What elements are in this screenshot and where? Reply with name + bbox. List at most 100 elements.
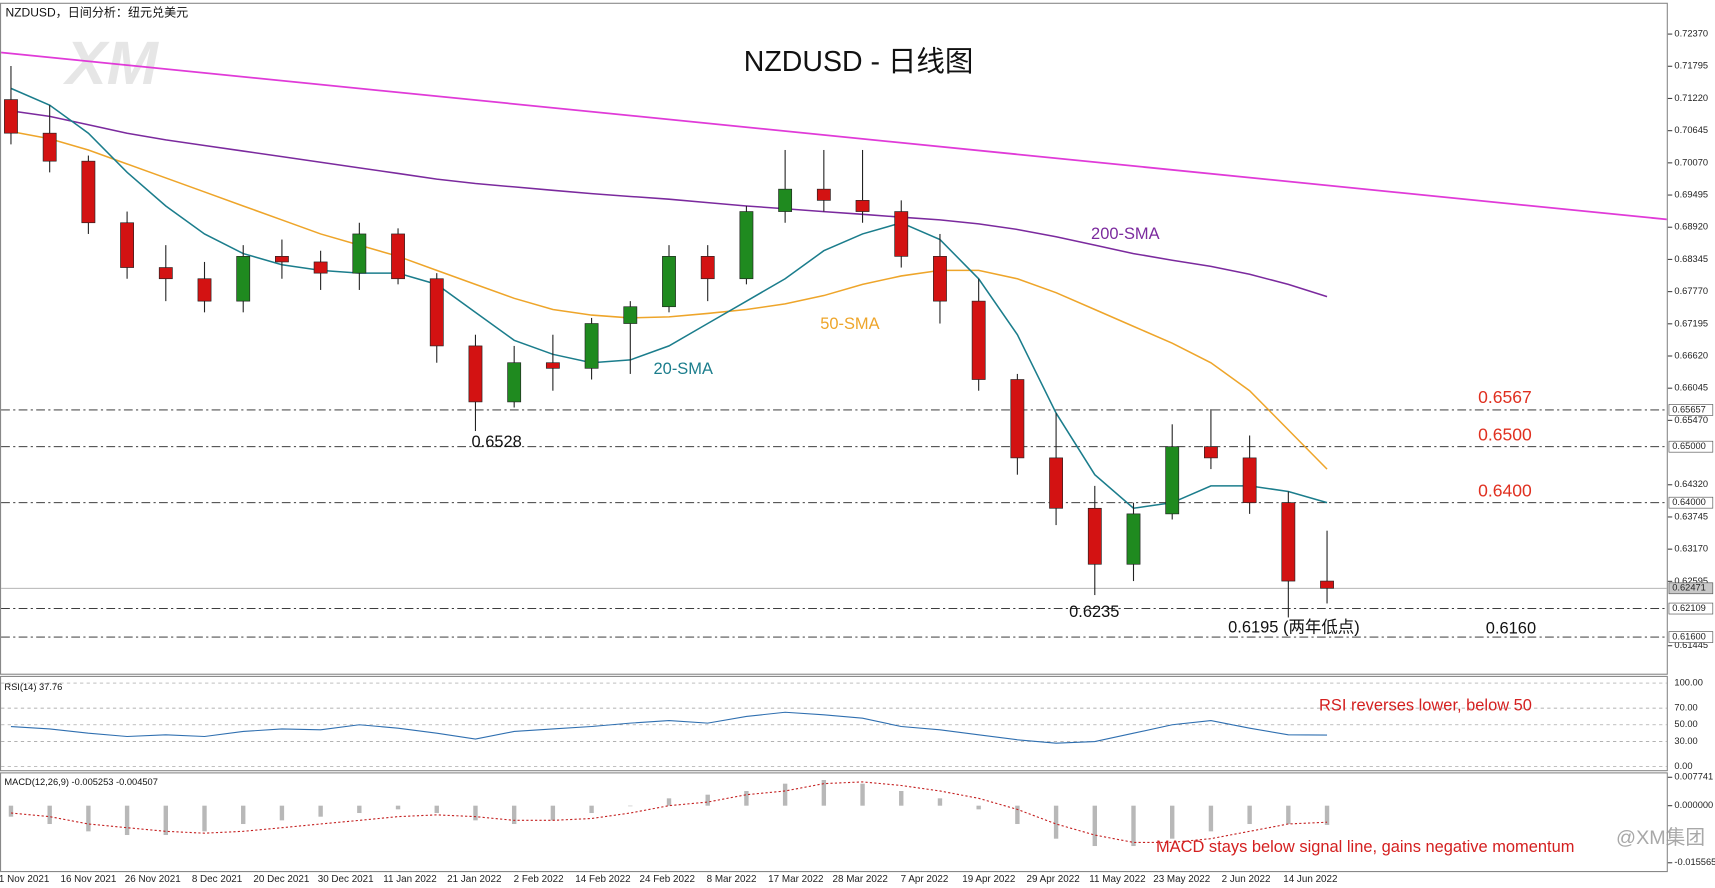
candle-body xyxy=(1126,513,1141,565)
y-tick-label: 0.69495 xyxy=(1674,189,1708,199)
candle-body xyxy=(623,306,638,324)
price-panel xyxy=(0,2,1668,675)
macd-bar xyxy=(550,805,556,821)
macd-bar xyxy=(86,805,91,832)
y-tick-label: 0.70070 xyxy=(1674,157,1708,167)
macd-bar xyxy=(976,805,981,810)
candle-body xyxy=(584,323,599,369)
x-tick-label: 29 Apr 2022 xyxy=(1027,874,1080,885)
series-label: 20-SMA xyxy=(654,360,713,378)
x-tick-label: 11 May 2022 xyxy=(1089,874,1145,885)
macd-bar xyxy=(744,791,749,806)
annotation: 0.6528 xyxy=(472,433,522,451)
candle-body xyxy=(429,278,444,347)
candle-body xyxy=(352,233,367,274)
candle-body xyxy=(1242,457,1257,504)
y-tick-label: 0.62595 xyxy=(1674,576,1708,586)
macd-bar xyxy=(1092,805,1097,847)
macd-bar xyxy=(202,805,207,832)
level-label: 0.6400 xyxy=(1478,480,1532,500)
y-tick-label: 0.67195 xyxy=(1674,318,1708,328)
x-tick-label: 1 Nov 2021 xyxy=(0,874,49,885)
macd-bar xyxy=(666,798,672,806)
y-tick-label: 0.70645 xyxy=(1674,125,1708,135)
y-tick-label: 0.64320 xyxy=(1674,479,1708,489)
macd-bar xyxy=(1247,805,1252,825)
macd-bar xyxy=(1131,805,1136,847)
candle-body xyxy=(275,256,289,263)
price-box xyxy=(1668,582,1714,595)
watermark: @XM集团 xyxy=(1616,827,1705,849)
price-box xyxy=(1668,404,1714,416)
x-tick-label: 26 Nov 2021 xyxy=(125,874,181,885)
macd-bar xyxy=(821,780,827,806)
macd-label: MACD(12,26,9) -0.005253 -0.004507 xyxy=(4,777,158,787)
x-tick-label: 17 Mar 2022 xyxy=(768,874,823,885)
macd-bar xyxy=(511,805,517,825)
macd-bar xyxy=(395,805,401,810)
candle-body xyxy=(855,200,870,212)
candle-body xyxy=(545,362,560,369)
trendline xyxy=(1,51,1667,221)
candle-body xyxy=(1010,379,1025,459)
x-tick-label: 14 Feb 2022 xyxy=(575,874,630,885)
macd-bar xyxy=(241,805,246,825)
annotation: 0.6235 xyxy=(1069,603,1119,621)
x-tick-label: 14 Jun 2022 xyxy=(1283,874,1337,885)
y-tick-label: 0.007741 xyxy=(1674,772,1713,782)
macd-bar xyxy=(937,798,943,806)
macd-bar xyxy=(318,805,323,817)
y-tick-label: 30.00 xyxy=(1674,736,1697,746)
candle-body xyxy=(236,256,251,302)
x-tick-label: 16 Nov 2021 xyxy=(60,874,116,885)
y-tick-label: 100.00 xyxy=(1674,678,1702,688)
price-box-label: 0.62471 xyxy=(1672,583,1706,593)
y-tick-label: 0.66620 xyxy=(1674,350,1708,360)
candle-body xyxy=(468,345,483,403)
level-label: 0.6500 xyxy=(1478,424,1532,444)
candle-body xyxy=(4,99,18,134)
candle-body xyxy=(933,256,947,302)
macd-bar xyxy=(124,805,130,836)
price-box-label: 0.64000 xyxy=(1672,497,1706,507)
candle-body xyxy=(662,256,676,308)
x-tick-label: 2 Feb 2022 xyxy=(514,874,564,885)
y-tick-label: 70.00 xyxy=(1674,703,1697,713)
macd-bar xyxy=(628,805,633,807)
y-tick-label: 0.68345 xyxy=(1674,254,1708,264)
x-tick-label: 28 Mar 2022 xyxy=(833,874,888,885)
header: NZDUSD，日间分析：纽元兑美元 xyxy=(5,5,188,19)
y-tick-label: 0.68920 xyxy=(1674,222,1708,232)
price-box xyxy=(1668,631,1714,643)
sma-line xyxy=(10,87,1328,510)
macd-bar xyxy=(1208,805,1214,832)
x-tick-label: 8 Dec 2021 xyxy=(192,874,242,885)
macd-bar xyxy=(434,805,439,814)
y-tick-label: 0.61445 xyxy=(1674,640,1708,650)
x-tick-label: 11 Jan 2022 xyxy=(383,874,437,885)
candle-body xyxy=(158,267,173,280)
y-tick-label: 0.63745 xyxy=(1674,511,1708,521)
y-tick-label: 0.63170 xyxy=(1674,544,1708,554)
signal-line xyxy=(10,781,1328,843)
price-box xyxy=(1668,602,1714,615)
y-tick-label: -0.015565 xyxy=(1674,857,1715,867)
price-box-label: 0.62109 xyxy=(1672,603,1706,613)
x-tick-label: 24 Feb 2022 xyxy=(640,874,695,885)
y-tick-label: 0.71795 xyxy=(1674,61,1708,71)
annotation: 0.6195 (两年低点) xyxy=(1228,619,1360,637)
macd-bar xyxy=(782,783,788,806)
macd-bar xyxy=(1324,805,1330,825)
candle-body xyxy=(1281,502,1296,582)
annotation: 0.6160 xyxy=(1486,620,1536,638)
candle-body xyxy=(197,278,212,302)
chart-title: NZDUSD - 日线图 xyxy=(744,46,974,78)
price-box-label: 0.65000 xyxy=(1672,441,1706,451)
candle-body xyxy=(120,222,134,268)
macd-bar xyxy=(8,805,14,817)
candle-body xyxy=(1320,580,1334,589)
candle-body xyxy=(816,188,831,201)
y-tick-label: 0.00 xyxy=(1674,761,1692,771)
